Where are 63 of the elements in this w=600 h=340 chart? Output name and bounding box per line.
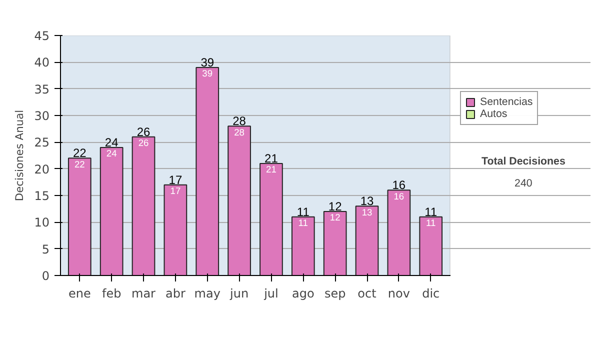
data-label: 24 <box>106 148 117 159</box>
y-tick-label: 20 <box>34 162 50 176</box>
x-tick-label: may <box>194 286 220 300</box>
total-label: 16 <box>392 178 406 192</box>
legend-label: Sentencias <box>480 96 533 108</box>
bar <box>419 216 443 276</box>
x-tick-label: feb <box>102 286 122 300</box>
y-tick-label: 30 <box>34 109 50 123</box>
y-tick-label: 45 <box>34 29 50 43</box>
bar <box>228 126 251 276</box>
x-tick-label: nov <box>388 286 410 300</box>
bar <box>100 147 124 276</box>
total-label: 22 <box>72 146 87 160</box>
x-tick-label: ene <box>68 286 91 300</box>
data-label: 16 <box>394 191 404 202</box>
total-label: 13 <box>360 194 374 208</box>
data-label: 11 <box>426 218 436 228</box>
legend-label: Autos <box>480 108 508 120</box>
x-tick-label: ago <box>292 286 314 300</box>
x-tick-label: abr <box>165 286 186 300</box>
y-tick-label: 0 <box>42 269 50 283</box>
total-label: 28 <box>232 114 246 128</box>
bar <box>323 211 347 276</box>
data-label: 13 <box>362 207 372 218</box>
text: Total Decisiones <box>482 156 566 168</box>
data-label: 26 <box>138 138 149 148</box>
bar <box>196 67 220 276</box>
bar <box>291 216 315 276</box>
data-label: 39 <box>202 68 213 79</box>
y-tick-label: 35 <box>34 82 50 96</box>
x-tick-label: mar <box>132 286 156 300</box>
x-tick-label: jun <box>229 286 249 300</box>
data-label: 28 <box>234 127 244 138</box>
bar <box>68 158 92 276</box>
bar <box>132 136 156 276</box>
bar <box>260 163 283 276</box>
bar <box>164 184 188 276</box>
data-label: 22 <box>74 159 85 170</box>
y-tick-label: 40 <box>34 56 50 70</box>
total-label: 17 <box>168 172 182 187</box>
data-label: 21 <box>266 164 276 175</box>
total-label: 11 <box>296 204 310 219</box>
x-tick-label: jul <box>263 286 278 300</box>
data-label: 17 <box>170 186 181 196</box>
y-tick-label: 25 <box>34 136 50 150</box>
y-tick-label: 10 <box>34 216 50 230</box>
data-label: 12 <box>330 212 340 223</box>
bar <box>387 190 411 276</box>
x-tick-label: dic <box>422 286 440 300</box>
bar <box>355 206 379 276</box>
y-tick-label: 15 <box>34 189 50 203</box>
y-tick-label: 5 <box>42 242 50 256</box>
total-label: 11 <box>424 204 438 219</box>
total-label: 39 <box>200 56 214 70</box>
total-label: 12 <box>328 200 342 214</box>
x-tick-label: oct <box>358 286 377 300</box>
total-label: 26 <box>136 124 151 139</box>
total-label: 21 <box>264 152 278 166</box>
data-label: 11 <box>298 218 308 228</box>
text: 240 <box>514 178 532 190</box>
y-axis-title: Decisiones Anual <box>13 110 26 202</box>
total-label: 24 <box>104 136 119 150</box>
x-tick-label: sep <box>324 286 346 300</box>
